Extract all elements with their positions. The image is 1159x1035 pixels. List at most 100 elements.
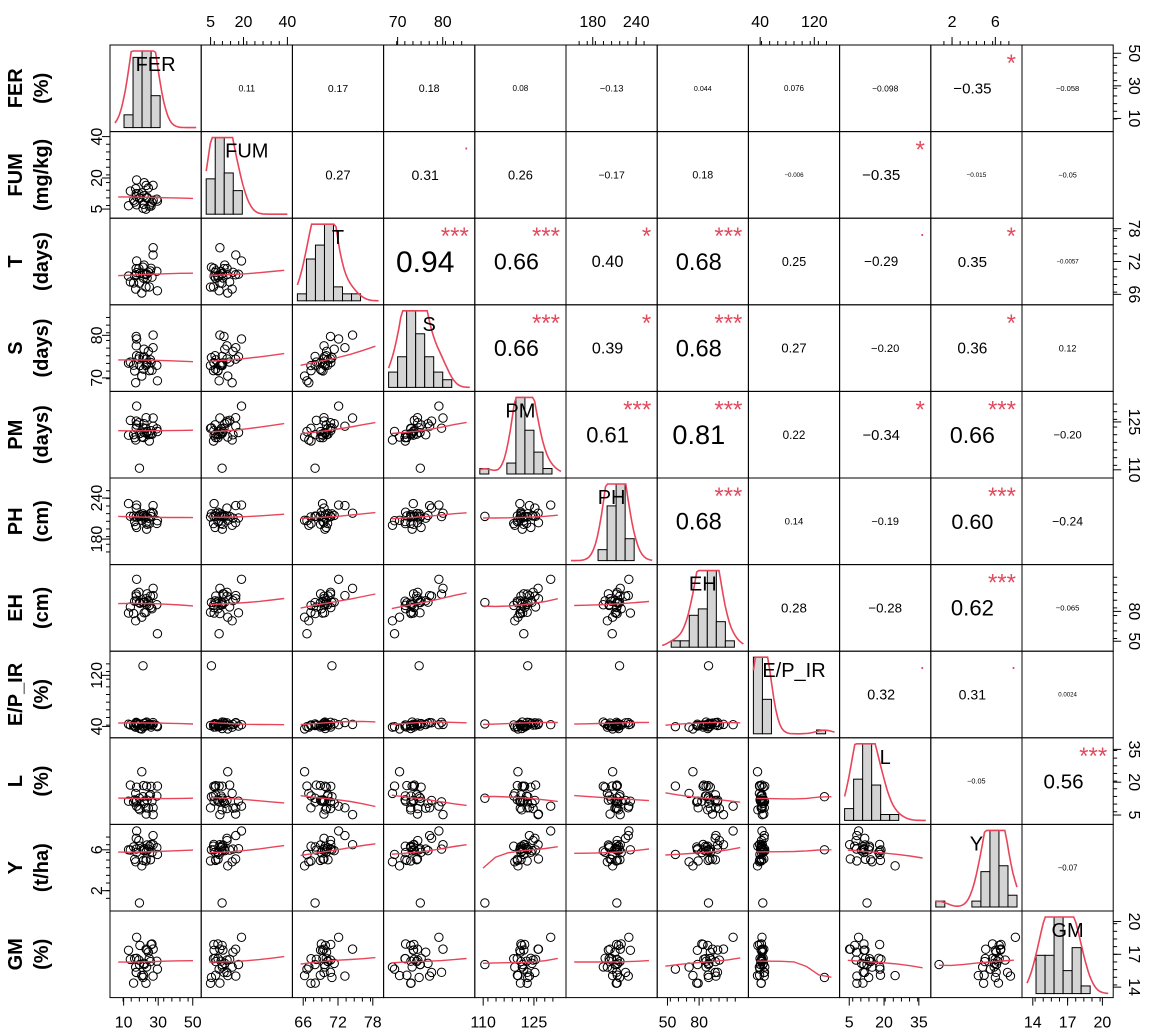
scatter-point (131, 334, 142, 344)
scatter-point (231, 971, 241, 981)
scatter-panel (299, 401, 376, 473)
scatter-panel (118, 767, 194, 820)
smoother-line (118, 515, 194, 519)
scatter-point (705, 844, 716, 854)
density-curve (843, 743, 926, 822)
scatter-point (317, 945, 328, 956)
smoother-line (300, 511, 376, 520)
smoother-line (209, 955, 285, 963)
scatter-point (519, 589, 529, 599)
scatter-point (130, 435, 141, 445)
scatter-point (705, 953, 716, 963)
correlation-value: −0.19 (871, 516, 899, 528)
scatter-point (519, 795, 529, 805)
diagonal-variable-name: L (880, 747, 891, 769)
row-variable-unit: (days) (31, 319, 53, 378)
scatter-point (858, 967, 868, 978)
scatter-point (605, 944, 615, 954)
scatter-point (137, 767, 147, 777)
scatter-point (698, 939, 708, 950)
scatter-point (624, 574, 634, 584)
tick-label: 80 (1125, 602, 1142, 620)
scatter-point (613, 597, 623, 607)
scatter-panel (299, 661, 376, 734)
panel-frame (109, 823, 202, 912)
scatter-point (208, 841, 219, 851)
scatter-point (323, 855, 333, 865)
scatter-point (347, 508, 358, 518)
scatter-point (977, 962, 988, 972)
scatter-point (223, 724, 233, 734)
scatter-point (214, 629, 224, 639)
scatter-point (125, 415, 136, 426)
significance-stars: * (1007, 50, 1016, 77)
correlation-value: 0.14 (785, 517, 804, 528)
scatter-point (310, 608, 320, 619)
scatter-point (315, 589, 326, 599)
row-variable-name: Y (5, 860, 27, 874)
scatter-point (205, 978, 216, 988)
smoother-line (391, 957, 467, 964)
scatter-panel (387, 661, 467, 734)
scatter-point (224, 602, 235, 612)
scatter-point (416, 718, 426, 729)
scatter-point (408, 608, 418, 618)
scatter-point (438, 508, 448, 518)
scatter-point (692, 959, 703, 970)
scatter-point (516, 855, 526, 865)
scatter-point (718, 809, 729, 820)
panel-frame (200, 823, 293, 912)
smoother-line (300, 720, 376, 726)
scatter-point (718, 840, 729, 850)
scatter-point (211, 429, 221, 439)
scatter-point (862, 898, 872, 908)
tick-label: 66 (1125, 285, 1142, 303)
tick-label: 40 (89, 717, 106, 735)
scatter-point (408, 840, 419, 850)
scatter-panel (299, 767, 376, 820)
correlation-value: 0.39 (592, 340, 623, 358)
scatter-point (236, 801, 247, 811)
scatter-point (509, 791, 519, 801)
scatter-point (326, 781, 336, 792)
scatter-panel (480, 661, 558, 734)
scatter-point (859, 845, 869, 855)
scatter-point (625, 945, 636, 956)
histogram-bar (1080, 985, 1091, 995)
scatter-point (406, 424, 416, 434)
scatter-point (215, 413, 225, 423)
scatter-point (859, 945, 869, 956)
density-curve (387, 310, 470, 389)
scatter-point (306, 803, 316, 813)
tick-label: 66 (294, 1015, 312, 1032)
scatter-point (670, 781, 681, 791)
scatter-point (610, 803, 620, 813)
scatter-point (137, 288, 147, 298)
scatter-point (705, 782, 716, 792)
scatter-point (523, 972, 533, 983)
scatter-point (306, 978, 316, 988)
correlation-value: −0.17 (598, 171, 625, 182)
scatter-point (236, 500, 247, 510)
significance-stars: *** (441, 223, 469, 250)
smoother-line (665, 957, 741, 967)
scatter-point (408, 498, 418, 509)
scatter-point (524, 500, 535, 511)
correlation-value: 0.18 (419, 83, 440, 95)
tick-label: 2 (948, 14, 957, 31)
scatter-panel (480, 826, 558, 908)
tick-label: 6 (89, 845, 106, 854)
scatter-point (236, 574, 247, 584)
smoother-line (391, 512, 467, 520)
correlation-panels: 0.11 0.17 0.18 0.08 −0.13 0.044 0.076 −0.098 −0.… (238, 50, 1107, 872)
scatter-point (603, 945, 614, 955)
scatter-point (757, 826, 767, 836)
scatter-point (304, 788, 314, 799)
scatter-point (306, 954, 316, 964)
significance-stars: * (915, 137, 924, 164)
scatter-point (546, 720, 556, 730)
scatter-point (347, 840, 358, 850)
scatter-point (415, 463, 426, 473)
scatter-point (223, 371, 233, 381)
scatter-point (624, 801, 634, 811)
